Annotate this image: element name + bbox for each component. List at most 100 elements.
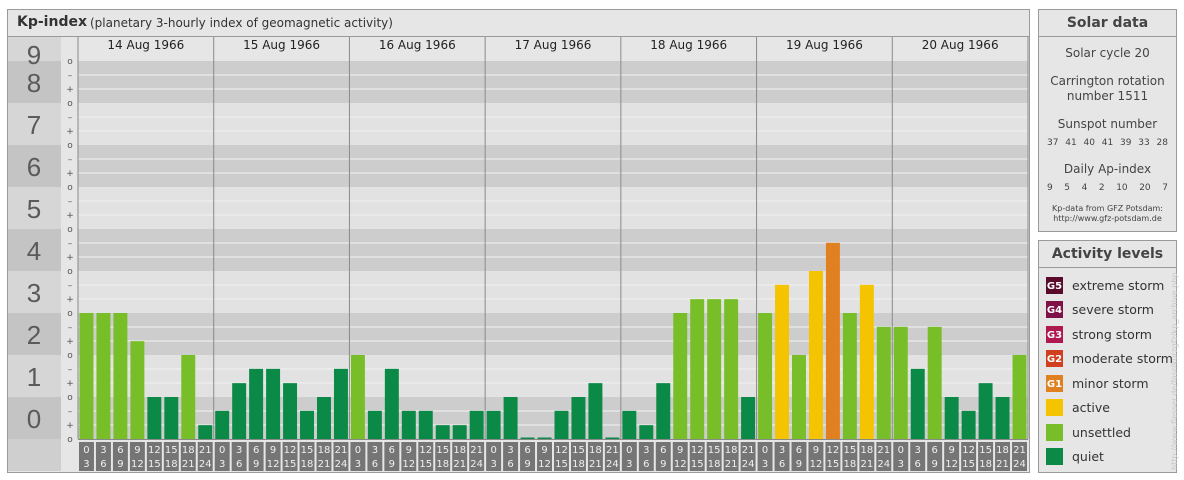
hour-label-start: 15 bbox=[844, 445, 857, 456]
legend-item-unsettled: unsettled bbox=[1045, 422, 1131, 442]
minor-tick-label: + bbox=[66, 127, 74, 137]
y-tick-label: 2 bbox=[27, 320, 41, 350]
kp-bar bbox=[792, 355, 806, 439]
hour-label-box bbox=[79, 442, 94, 471]
kp-band bbox=[78, 187, 1028, 229]
hour-label-start: 0 bbox=[490, 445, 496, 456]
hour-label-box bbox=[333, 442, 349, 471]
hour-label-end: 12 bbox=[267, 459, 280, 470]
y-label-band bbox=[8, 103, 61, 145]
kp-bar bbox=[266, 368, 281, 439]
kp-bar bbox=[317, 397, 331, 439]
minor-tick-label: – bbox=[68, 323, 73, 333]
hour-label-box bbox=[282, 442, 298, 471]
kp-band bbox=[78, 103, 1028, 145]
hour-label-start: 6 bbox=[796, 445, 802, 456]
hour-label-start: 9 bbox=[948, 445, 954, 456]
hour-label-box bbox=[978, 442, 994, 471]
hour-label-end: 15 bbox=[691, 459, 704, 470]
kp-bar bbox=[435, 425, 450, 439]
hour-label-start: 0 bbox=[219, 445, 225, 456]
data-source-url[interactable]: http://www.gfz-potsdam.de bbox=[1053, 214, 1162, 223]
ap-value: 5 bbox=[1064, 183, 1071, 193]
hour-label-start: 12 bbox=[827, 445, 840, 456]
hour-label-start: 12 bbox=[962, 445, 975, 456]
hour-label-end: 6 bbox=[507, 459, 513, 470]
hour-label-end: 21 bbox=[589, 459, 602, 470]
legend-swatch: G1 bbox=[1045, 373, 1064, 393]
hour-label-end: 21 bbox=[182, 459, 195, 470]
hour-label-box bbox=[859, 442, 875, 471]
minor-tick-label: – bbox=[68, 281, 73, 291]
kp-band bbox=[78, 229, 1028, 271]
hour-label-box bbox=[129, 442, 145, 471]
hour-label-box bbox=[265, 442, 281, 471]
day-label: 19 Aug 1966 bbox=[786, 38, 863, 52]
legend-item-extreme-storm: G5 extreme storm bbox=[1045, 275, 1164, 295]
hour-label-start: 6 bbox=[932, 445, 938, 456]
kp-bar bbox=[808, 271, 823, 439]
kp-bar bbox=[995, 397, 1010, 439]
hour-label-box bbox=[350, 442, 366, 471]
carrington-line2: number 1511 bbox=[1066, 89, 1149, 103]
legend-item-minor-storm: G1 minor storm bbox=[1045, 373, 1149, 393]
hour-label-box bbox=[248, 442, 264, 471]
minor-tick-label: + bbox=[66, 253, 74, 263]
y-label-band bbox=[8, 271, 61, 313]
hour-label-box bbox=[367, 442, 383, 471]
hour-label-box bbox=[537, 442, 552, 471]
y-tick-label: 7 bbox=[27, 110, 41, 140]
kp-bar bbox=[690, 299, 705, 439]
kp-bar bbox=[198, 425, 213, 439]
hour-label-end: 6 bbox=[779, 459, 785, 470]
hour-label-box bbox=[961, 442, 977, 471]
hour-label-box bbox=[825, 442, 841, 471]
hour-label-start: 18 bbox=[182, 445, 195, 456]
hour-label-box bbox=[893, 442, 909, 471]
hour-label-end: 9 bbox=[660, 459, 666, 470]
minor-tick-label: – bbox=[68, 365, 73, 375]
minor-tick-label: o bbox=[67, 183, 73, 193]
legend-swatch: G3 bbox=[1045, 324, 1064, 344]
hour-label-start: 18 bbox=[453, 445, 466, 456]
minor-tick-label: o bbox=[67, 141, 73, 151]
hour-label-start: 18 bbox=[725, 445, 738, 456]
y-tick-label: 6 bbox=[27, 152, 41, 182]
kp-bar bbox=[893, 326, 908, 439]
hour-label-box bbox=[95, 442, 111, 471]
kp-bar bbox=[571, 397, 586, 439]
legend-item-moderate-storm: G2 moderate storm bbox=[1045, 348, 1173, 368]
hour-label-box bbox=[587, 442, 603, 471]
hour-label-end: 24 bbox=[606, 459, 619, 470]
kp-bar bbox=[1012, 355, 1027, 439]
hour-label-end: 9 bbox=[524, 459, 530, 470]
hour-label-box bbox=[927, 442, 943, 471]
hour-label-end: 3 bbox=[490, 459, 496, 470]
y-tick-label: 3 bbox=[27, 278, 41, 308]
kp-bar bbox=[673, 313, 688, 439]
hour-label-end: 12 bbox=[810, 459, 823, 470]
day-label: 16 Aug 1966 bbox=[379, 38, 456, 52]
hour-label-start: 15 bbox=[979, 445, 992, 456]
hour-label-start: 21 bbox=[742, 445, 755, 456]
hour-label-box bbox=[995, 442, 1011, 471]
legend-swatch: G5 bbox=[1045, 275, 1064, 295]
hour-label-box bbox=[520, 442, 536, 471]
kp-bar bbox=[554, 410, 569, 439]
minor-tick-label: + bbox=[66, 421, 74, 431]
legend-swatch: G4 bbox=[1045, 299, 1064, 319]
ap-value: 4 bbox=[1081, 183, 1088, 193]
hour-label-box bbox=[299, 442, 315, 471]
hour-label-box bbox=[638, 442, 654, 471]
hour-label-end: 3 bbox=[626, 459, 632, 470]
minor-tick-label: + bbox=[66, 211, 74, 221]
kp-bar bbox=[130, 341, 145, 439]
hour-label-end: 6 bbox=[372, 459, 378, 470]
minor-tick-label: + bbox=[66, 85, 74, 95]
hour-label-start: 9 bbox=[270, 445, 276, 456]
hour-label-box bbox=[486, 442, 502, 471]
sunspot-value: 28 bbox=[1156, 138, 1168, 148]
sunspot-value: 33 bbox=[1138, 138, 1150, 148]
hour-label-end: 18 bbox=[165, 459, 178, 470]
kp-bar bbox=[164, 397, 179, 439]
